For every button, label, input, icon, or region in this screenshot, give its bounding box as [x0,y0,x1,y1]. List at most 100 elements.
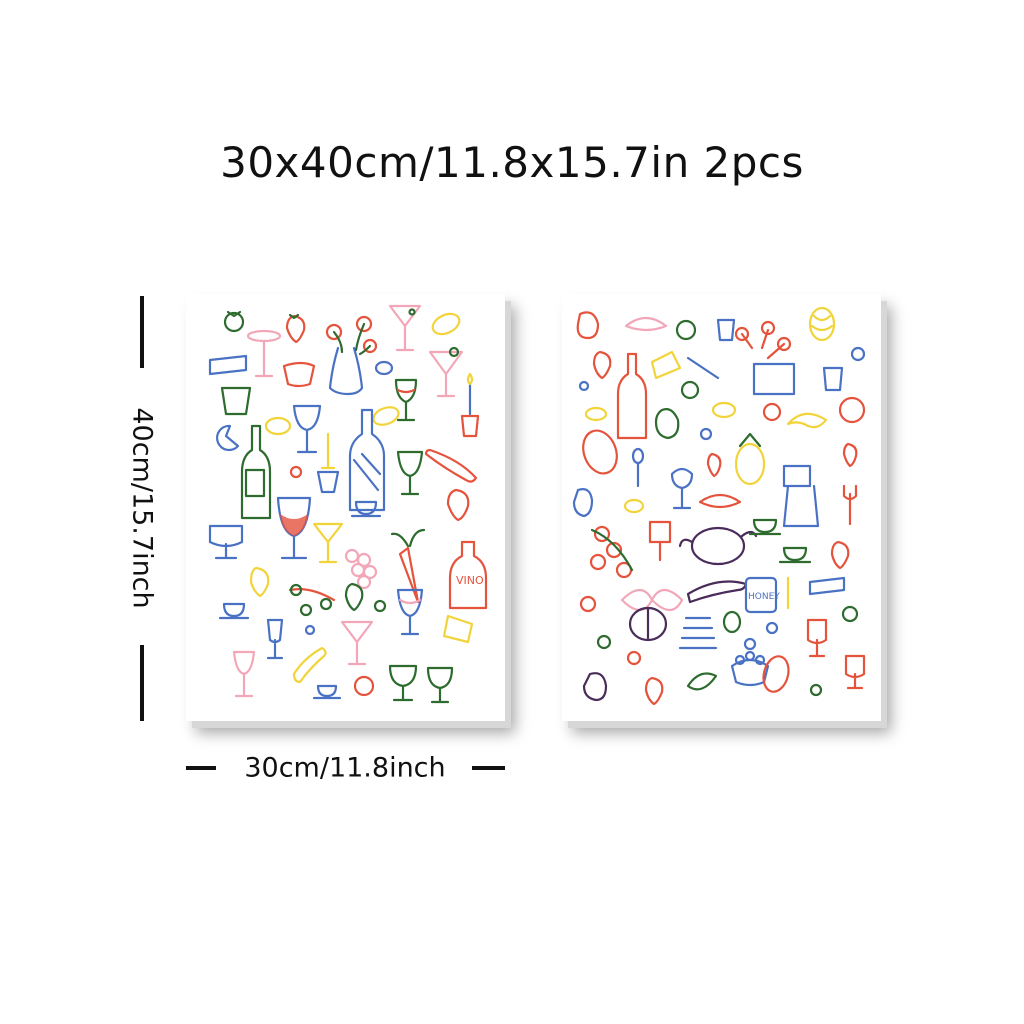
carrot-icon [390,528,426,604]
strawberry-icon [842,442,858,468]
tea-cup-icon [350,500,382,518]
cheese-icon [442,614,474,644]
avocado-icon [722,610,742,634]
tea-cup-icon [312,684,342,700]
tomato-icon [626,650,642,666]
tea-cup-icon [778,546,812,564]
strawberry-icon [446,488,470,522]
olive-icon [578,380,590,392]
flower-vase-icon [734,320,796,396]
strawberry-icon [830,540,850,570]
melon-icon [808,306,836,342]
wine-glass-icon [292,404,322,454]
cheese-icon [208,354,248,376]
tomato-icon [353,675,375,697]
poster-right-illustration: HONEY [572,306,866,706]
tumbler-glass-icon [822,366,844,392]
croissant-icon [624,316,668,332]
tomato-icon [762,402,782,422]
honey-jar-icon: HONEY [744,576,780,614]
bottle-label-text: VINO [456,574,484,587]
lemon-icon [584,406,608,422]
olive-branch-icon [288,583,336,617]
wine-glass-icon [276,496,312,560]
wine-glass-icon [394,378,418,422]
bowl-icon [282,361,316,388]
teapot-icon [678,526,758,566]
lemon-icon [372,406,400,426]
fig-icon [838,396,866,424]
cheese-icon [808,576,846,596]
lime-icon [680,380,700,400]
lemon-icon [623,498,645,514]
avocado-icon [654,408,680,440]
knife-icon [686,356,720,380]
olive-icon [304,624,316,636]
goblet-icon [208,524,244,560]
olive-icon [765,621,779,635]
fork-icon [842,484,858,526]
strawberry-icon [344,582,364,612]
sundae-icon [670,467,694,510]
wine-bottle-icon [616,352,648,440]
wine-bottle-icon [240,424,272,520]
lemon-icon [264,416,292,436]
cocktail-glass-icon [428,346,464,398]
tomato-icon [579,595,597,613]
product-size-headline: 30x40cm/11.8x15.7in 2pcs [220,138,804,187]
champagne-flute-icon [266,618,284,660]
kiwi-icon [675,319,697,341]
croissant-icon [786,412,828,429]
lime-icon [841,605,859,623]
fig-icon [572,488,594,518]
olive-icon [373,599,387,613]
bow-icon [620,588,684,612]
wine-bottle-icon [348,408,386,512]
goblet-icon [806,618,828,658]
lemon-icon [711,401,737,419]
wine-glass-icon [232,650,256,698]
width-dimension-line-left [186,766,216,770]
olive-icon [809,683,823,697]
olive-icon [850,346,866,362]
tomato-icon [223,310,245,333]
strawberry-icon [592,350,612,380]
strawberry-icon [644,676,664,706]
strawberry-icon [285,313,306,344]
martini-glass-icon [388,304,422,352]
papaya-icon [582,429,618,475]
vino-bottle-icon: VINO [448,540,488,610]
dessert-icon [648,520,672,562]
baguette-icon [424,448,478,483]
cheese-wheel-icon [215,424,240,451]
watermelon-slice-icon [686,672,718,691]
strawberry-icon [706,452,722,478]
table-icon [246,329,282,378]
tumbler-glass-icon [220,386,252,416]
moka-pot-icon [782,464,820,528]
pumpkin-icon [628,606,668,642]
grapes-icon [344,548,378,590]
baguette-icon [686,580,748,604]
height-dimension-label: 40cm/15.7inch [126,407,158,609]
lemon-icon [431,312,461,336]
olive-icon [743,637,757,651]
pineapple-icon [734,432,766,486]
goblet-icon [388,664,454,704]
strawberry-icon [249,566,270,598]
poster-left-illustration: VINO [208,304,488,704]
goblet-icon [844,654,866,690]
width-dimension-label: 30cm/11.8inch [244,752,446,784]
wine-glass-icon [396,450,424,496]
wine-glass-icon [396,588,424,636]
spoon-icon [631,447,645,488]
tumbler-glass-icon [716,318,736,342]
tea-cup-icon [748,518,782,536]
olive-icon [289,465,303,479]
flower-icon [325,315,378,354]
candlestick-icon [316,432,340,494]
tomato-icon [596,634,612,650]
tomato-vine-icon [589,525,634,579]
fig-icon [576,311,600,340]
fig-icon [582,672,608,702]
